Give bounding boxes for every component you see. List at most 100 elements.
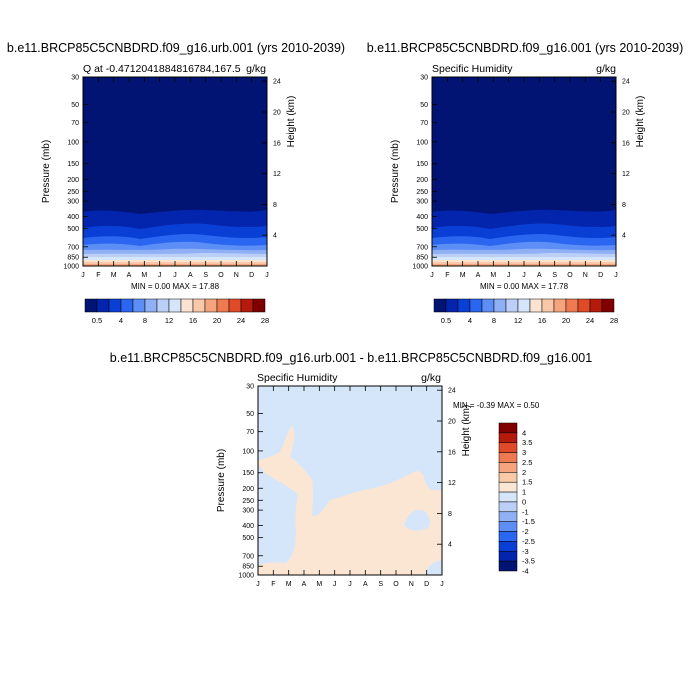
panel3-plot bbox=[257, 385, 443, 576]
panel2-xtick-label: D bbox=[598, 272, 603, 279]
panel3-xtick-label: J bbox=[348, 581, 352, 588]
panel2-minmax: MIN = 0.00 MAX = 17.78 bbox=[480, 282, 569, 291]
panel1-ytick-label: 1000 bbox=[63, 264, 79, 271]
panel2-units-label: g/kg bbox=[596, 63, 616, 75]
panel2-ytick-label: 500 bbox=[416, 226, 428, 233]
panel3-ytick-label: 30 bbox=[246, 384, 254, 391]
panel3-xtick-label: A bbox=[363, 581, 368, 588]
panel3-xtick-label: M bbox=[316, 581, 322, 588]
panel1-xtick-label: A bbox=[127, 272, 132, 279]
panel2-colorbar-box bbox=[529, 298, 543, 313]
panel2-colorbar-box bbox=[553, 298, 567, 313]
panel3-ylabel: Pressure (mb) bbox=[216, 449, 227, 512]
panel3-ytick-label: 1000 bbox=[238, 573, 254, 580]
panel1-units-label: g/kg bbox=[246, 63, 266, 75]
panel3-ytick-label: 850 bbox=[242, 564, 254, 571]
panel3-colorbar-label: -2.5 bbox=[522, 537, 535, 546]
panel2-xtick-label: A bbox=[476, 272, 481, 279]
panel3-colorbar-label: -1 bbox=[522, 507, 529, 516]
panel3-negative-corner bbox=[426, 560, 442, 575]
panel2-colorbar-label: 8 bbox=[492, 316, 496, 325]
panel3-colorbar-box bbox=[498, 560, 518, 572]
panel3-y2tick-label: 8 bbox=[448, 511, 452, 518]
panel2-ytick-label: 250 bbox=[416, 189, 428, 196]
panel1-xtick-label: F bbox=[96, 272, 100, 279]
panel1-ytick-label: 30 bbox=[71, 75, 79, 82]
panel3-minmax: MIN = -0.39 MAX = 0.50 bbox=[453, 401, 540, 410]
panel2-xtick-label: J bbox=[507, 272, 511, 279]
panel3-colorbar-label: 4 bbox=[522, 428, 526, 437]
panel1-colorbar-box bbox=[144, 298, 158, 313]
panel1-colorbar-label: 4 bbox=[119, 316, 123, 325]
panel1-y2tick-label: 20 bbox=[273, 110, 281, 117]
panel3-colorbar-label: 3.5 bbox=[522, 438, 532, 447]
panel3-ytick-label: 70 bbox=[246, 429, 254, 436]
panel2-ytick-label: 300 bbox=[416, 199, 428, 206]
panel2-xtick-label: N bbox=[583, 272, 588, 279]
panel2-y2tick-label: 12 bbox=[622, 171, 630, 178]
panel2-colorbar-box bbox=[433, 298, 447, 313]
panel3-colorbar-box bbox=[498, 432, 518, 443]
panel2-colorbar-label: 0.5 bbox=[441, 316, 451, 325]
panel1-ytick-label: 250 bbox=[67, 189, 79, 196]
panel1-colorbar-box bbox=[228, 298, 242, 313]
panel2-y2label: Height (km) bbox=[635, 96, 646, 148]
panel1-colorbar-label: 16 bbox=[189, 316, 197, 325]
panel3-ytick-label: 400 bbox=[242, 523, 254, 530]
panel3-colorbar-box bbox=[498, 491, 518, 503]
panel1-ytick-label: 700 bbox=[67, 244, 79, 251]
panel1-ytick-label: 200 bbox=[67, 177, 79, 184]
panel1-xtick-label: J bbox=[158, 272, 162, 279]
panel3-positive-region bbox=[258, 425, 442, 575]
panel1-colorbar-box bbox=[168, 298, 182, 313]
panel2-ytick-label: 200 bbox=[416, 177, 428, 184]
panel3-ytick-label: 500 bbox=[242, 535, 254, 542]
panel3-y2tick-label: 20 bbox=[448, 419, 456, 426]
panel1-colorbar-label: 20 bbox=[213, 316, 221, 325]
panel1-colorbar-box bbox=[108, 298, 122, 313]
panel3-colorbar-label: -3 bbox=[522, 547, 529, 556]
panel3-colorbar-box bbox=[498, 452, 518, 463]
panel2-colorbar-box bbox=[601, 298, 615, 313]
panel3-colorbar-label: -3.5 bbox=[522, 557, 535, 566]
panel2-ytick-label: 850 bbox=[416, 255, 428, 262]
panel1-y2tick-label: 16 bbox=[273, 140, 281, 147]
panel2-y2tick-label: 16 bbox=[622, 140, 630, 147]
panel3-colorbar-box bbox=[498, 501, 518, 513]
panel3-y2tick-label: 12 bbox=[448, 480, 456, 487]
panel2-ytick-label: 70 bbox=[420, 120, 428, 127]
panel2-xtick-label: O bbox=[567, 272, 573, 279]
panel2-colorbar-box bbox=[517, 298, 531, 313]
panel1-xtick-label: A bbox=[188, 272, 193, 279]
panel3-colorbar-label: -2 bbox=[522, 527, 529, 536]
panel2-y2tick-label: 8 bbox=[622, 202, 626, 209]
panel1-ytick-label: 300 bbox=[67, 199, 79, 206]
panel2-ytick-label: 30 bbox=[420, 75, 428, 82]
panel1-xtick-label: J bbox=[265, 272, 269, 279]
panel2-xtick-label: S bbox=[552, 272, 557, 279]
panel3-ytick-label: 250 bbox=[242, 498, 254, 505]
panel2-ytick-label: 700 bbox=[416, 244, 428, 251]
panel2-xtick-label: M bbox=[460, 272, 466, 279]
panel2-colorbar-label: 28 bbox=[610, 316, 618, 325]
panel3-colorbar-box bbox=[498, 422, 518, 434]
panel2-colorbar-label: 24 bbox=[586, 316, 594, 325]
panel2-xtick-label: J bbox=[522, 272, 526, 279]
panel1-ytick-label: 500 bbox=[67, 226, 79, 233]
panel3-xtick-label: J bbox=[256, 581, 260, 588]
panel2-colorbar-label: 20 bbox=[562, 316, 570, 325]
panel3-colorbar-box bbox=[498, 541, 518, 552]
panel1-xtick-label: D bbox=[249, 272, 254, 279]
panel1-title: b.e11.BRCP85C5CNBDRD.f09_g16.urb.001 (yr… bbox=[7, 41, 345, 55]
panel1-colorbar-box bbox=[192, 298, 206, 313]
panel1-colorbar-box bbox=[84, 298, 98, 313]
panel1-colorbar-box bbox=[156, 298, 170, 313]
panel2-xtick-label: M bbox=[490, 272, 496, 279]
panel1-colorbar-box bbox=[96, 298, 110, 313]
panel1-y2label: Height (km) bbox=[286, 96, 297, 148]
panel2-ytick-label: 1000 bbox=[412, 264, 428, 271]
panel3-colorbar-label: 0 bbox=[522, 497, 526, 506]
panel1-ytick-label: 150 bbox=[67, 161, 79, 168]
panel3-y2label: Height (km) bbox=[461, 405, 472, 457]
